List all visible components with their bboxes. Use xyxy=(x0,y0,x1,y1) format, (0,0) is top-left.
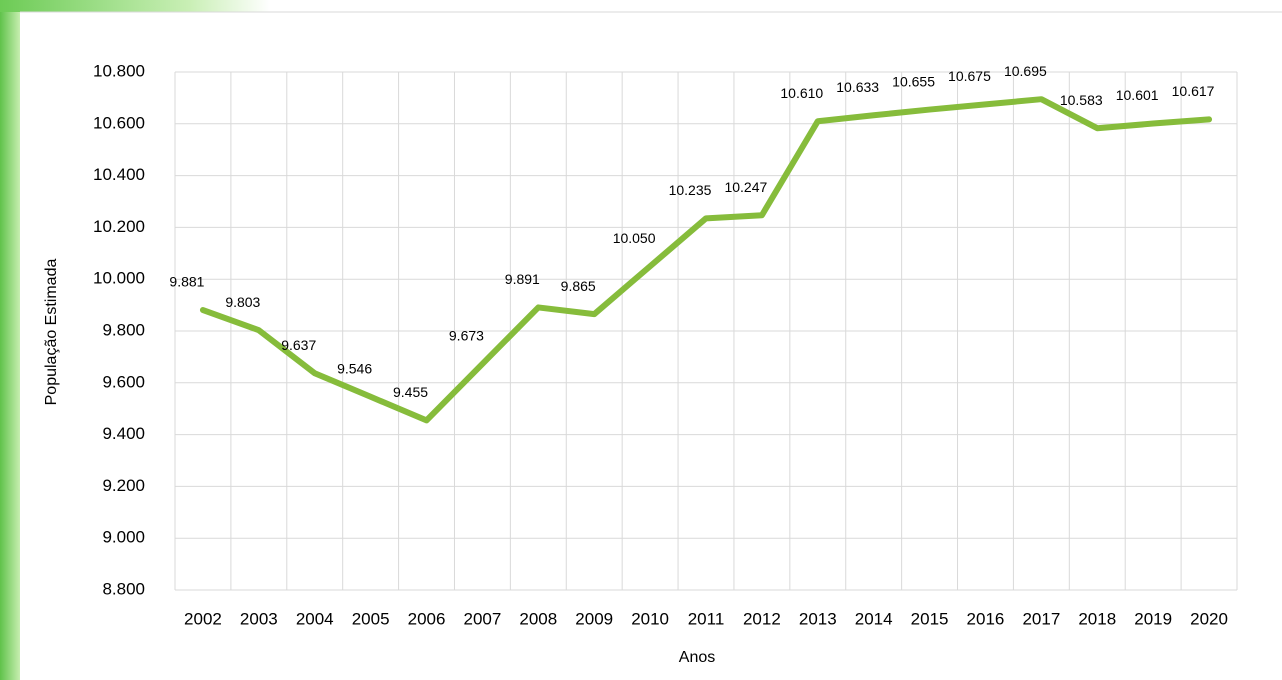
x-tick-label: 2005 xyxy=(352,609,390,628)
decor-strip xyxy=(0,0,20,680)
x-tick-label: 2012 xyxy=(743,609,781,628)
x-tick-label: 2015 xyxy=(911,609,949,628)
x-tick-label: 2014 xyxy=(855,609,893,628)
x-tick-label: 2019 xyxy=(1134,609,1172,628)
x-tick-label: 2018 xyxy=(1078,609,1116,628)
data-line xyxy=(199,96,1213,424)
data-label: 10.583 xyxy=(1060,92,1103,108)
x-tick-label: 2009 xyxy=(575,609,613,628)
x-axis-title: Anos xyxy=(679,649,715,666)
data-label: 10.610 xyxy=(780,85,823,101)
data-label: 10.247 xyxy=(724,179,767,195)
y-tick-label: 8.800 xyxy=(102,579,145,598)
x-tick-label: 2020 xyxy=(1190,609,1228,628)
x-tick-label: 2017 xyxy=(1022,609,1060,628)
x-tick-label: 2011 xyxy=(688,609,725,628)
x-tick-label: 2006 xyxy=(408,609,446,628)
y-tick-label: 10.000 xyxy=(93,269,145,288)
data-label: 9.546 xyxy=(337,360,372,376)
x-tick-label: 2007 xyxy=(464,609,502,628)
y-tick-label: 10.400 xyxy=(93,165,145,184)
data-label: 9.455 xyxy=(393,384,428,400)
x-tick-label: 2016 xyxy=(967,609,1005,628)
data-label: 9.803 xyxy=(225,294,260,310)
y-tick-label: 9.000 xyxy=(102,528,145,547)
y-tick-label: 9.200 xyxy=(102,476,145,495)
y-tick-label: 10.200 xyxy=(93,217,145,236)
y-tick-label: 9.400 xyxy=(102,424,145,443)
data-label: 10.675 xyxy=(948,68,991,84)
x-tick-label: 2013 xyxy=(799,609,837,628)
data-label: 10.050 xyxy=(613,230,656,246)
y-tick-label: 10.600 xyxy=(93,113,145,132)
x-tick-label: 2010 xyxy=(631,609,669,628)
data-label: 9.881 xyxy=(169,274,204,290)
y-axis-title: População Estimada xyxy=(43,259,60,406)
x-tick-label: 2008 xyxy=(519,609,557,628)
data-label: 10.695 xyxy=(1004,63,1047,79)
x-tick-label: 2004 xyxy=(296,609,334,628)
y-tick-label: 9.800 xyxy=(102,320,145,339)
decor-strip xyxy=(0,0,270,12)
data-label: 10.633 xyxy=(836,79,879,95)
x-tick-label: 2002 xyxy=(184,609,222,628)
data-label: 10.617 xyxy=(1172,83,1215,99)
data-label: 10.655 xyxy=(892,73,935,89)
data-label: 10.235 xyxy=(669,182,712,198)
data-label: 10.601 xyxy=(1116,87,1159,103)
y-tick-label: 10.800 xyxy=(93,61,145,80)
y-tick-label: 9.600 xyxy=(102,372,145,391)
data-label: 9.637 xyxy=(281,337,316,353)
data-label: 9.673 xyxy=(449,328,484,344)
data-label: 9.865 xyxy=(561,278,596,294)
x-tick-label: 2003 xyxy=(240,609,278,628)
data-label: 9.891 xyxy=(505,271,540,287)
